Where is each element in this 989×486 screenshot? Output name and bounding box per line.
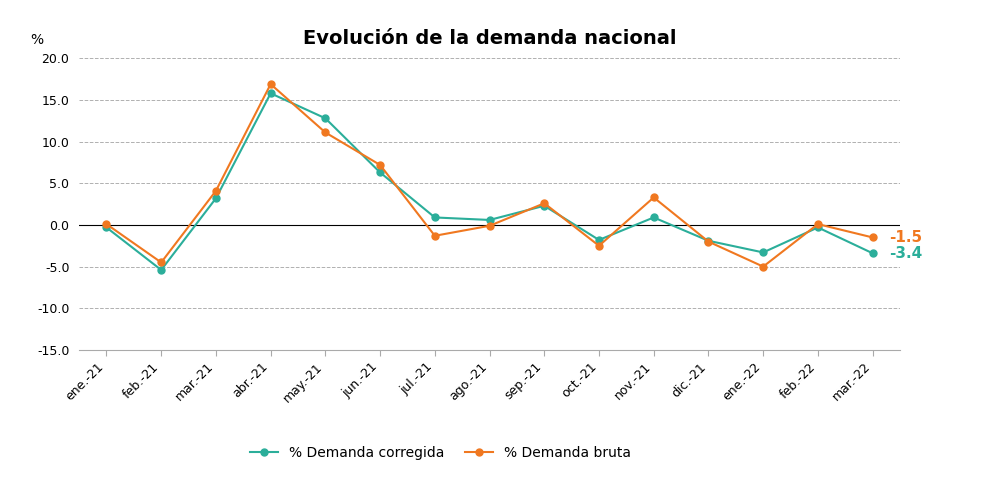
% Demanda bruta — [319, 130, 331, 136]
% Demanda corregida — [593, 237, 605, 243]
% Demanda bruta — [758, 264, 769, 270]
% Demanda bruta — [812, 221, 824, 227]
% Demanda corregida — [429, 214, 441, 220]
% Demanda bruta — [866, 235, 878, 241]
% Demanda bruta — [593, 243, 605, 249]
% Demanda corregida — [265, 90, 277, 96]
% Demanda corregida — [101, 225, 113, 230]
% Demanda bruta — [155, 260, 167, 265]
% Demanda bruta — [374, 162, 386, 168]
Text: %: % — [30, 33, 43, 47]
% Demanda bruta — [484, 223, 495, 229]
Text: -1.5: -1.5 — [889, 230, 923, 245]
Line: % Demanda corregida: % Demanda corregida — [103, 90, 876, 274]
Title: Evolución de la demanda nacional: Evolución de la demanda nacional — [303, 30, 676, 49]
% Demanda corregida — [155, 267, 167, 273]
% Demanda bruta — [101, 221, 113, 227]
Legend: % Demanda corregida, % Demanda bruta: % Demanda corregida, % Demanda bruta — [244, 440, 636, 466]
% Demanda corregida — [702, 238, 714, 243]
% Demanda corregida — [758, 249, 769, 255]
% Demanda corregida — [866, 250, 878, 256]
% Demanda corregida — [210, 195, 222, 201]
% Demanda bruta — [648, 194, 660, 200]
% Demanda corregida — [812, 225, 824, 230]
% Demanda bruta — [210, 188, 222, 194]
% Demanda corregida — [484, 217, 495, 223]
% Demanda corregida — [538, 203, 550, 208]
Line: % Demanda bruta: % Demanda bruta — [103, 81, 876, 270]
% Demanda corregida — [648, 214, 660, 220]
% Demanda corregida — [374, 170, 386, 175]
% Demanda bruta — [538, 200, 550, 206]
% Demanda bruta — [265, 81, 277, 87]
% Demanda bruta — [429, 233, 441, 239]
% Demanda bruta — [702, 239, 714, 244]
% Demanda corregida — [319, 115, 331, 121]
Text: -3.4: -3.4 — [889, 246, 923, 261]
